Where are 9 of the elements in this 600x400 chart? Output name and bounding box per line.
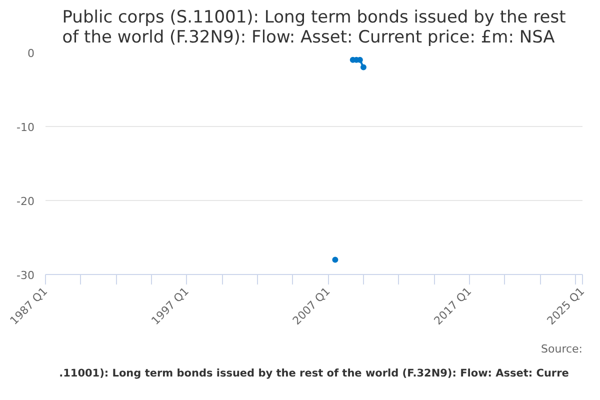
point <box>332 256 338 263</box>
y-tick-label: -10 <box>16 121 34 134</box>
text: .11001): Long term bonds issued by the rest of the world (F.32N9): Flow: Asset: Curre <box>59 368 569 380</box>
y-tick-label: -20 <box>16 195 34 208</box>
point <box>360 64 366 70</box>
source-note: Source: <box>541 342 583 356</box>
chart-title: Public corps (S.11001): Long term bonds issued by the rest of the world (F.32N9): Flow: Asset: Current price: £m: NSA <box>62 8 566 48</box>
y-tick-label: 0 <box>28 47 34 60</box>
y-tick-label: -30 <box>16 269 34 282</box>
